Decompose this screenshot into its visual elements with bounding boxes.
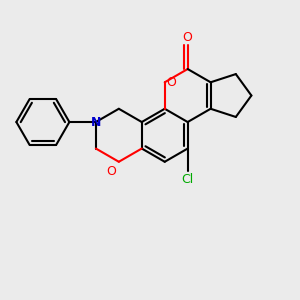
Text: O: O <box>106 165 116 178</box>
Text: N: N <box>91 116 101 128</box>
Text: O: O <box>166 76 176 89</box>
Text: O: O <box>183 31 193 44</box>
Text: Cl: Cl <box>182 172 194 185</box>
